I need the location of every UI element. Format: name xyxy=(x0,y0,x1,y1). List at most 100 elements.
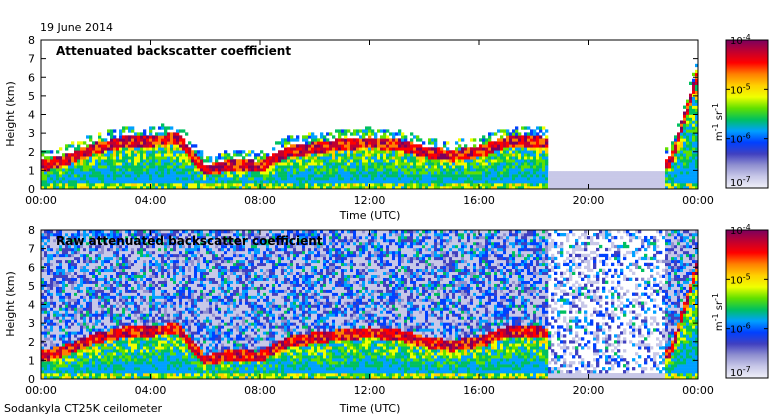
heatmap-cell xyxy=(140,186,144,190)
heatmap-cell xyxy=(299,168,303,172)
heatmap-cell xyxy=(134,334,138,338)
heatmap-cell xyxy=(44,298,48,302)
heatmap-cell xyxy=(446,174,450,178)
heatmap-cell xyxy=(179,168,183,172)
heatmap-cell xyxy=(374,162,378,166)
heatmap-cell xyxy=(203,186,207,190)
heatmap-cell xyxy=(350,174,354,178)
heatmap-cell xyxy=(53,328,57,332)
heatmap-cell xyxy=(662,183,666,187)
heatmap-cell xyxy=(116,286,120,290)
heatmap-cell xyxy=(185,156,189,160)
heatmap-cell xyxy=(125,235,129,240)
heatmap-cell xyxy=(107,292,111,296)
heatmap-cell xyxy=(74,355,78,359)
heatmap-cell xyxy=(239,174,243,178)
heatmap-cell xyxy=(74,171,78,175)
heatmap-cell xyxy=(68,298,72,302)
heatmap-cell xyxy=(134,310,138,314)
heatmap-cell xyxy=(464,171,468,175)
heatmap-cell xyxy=(56,247,60,252)
heatmap-cell xyxy=(59,171,63,175)
heatmap-cell xyxy=(182,165,186,169)
heatmap-cell xyxy=(455,156,459,160)
heatmap-cell xyxy=(101,334,105,338)
heatmap-cell xyxy=(356,165,360,169)
heatmap-cell xyxy=(125,298,129,302)
heatmap-cell xyxy=(167,132,171,136)
heatmap-cell xyxy=(236,162,240,166)
heatmap-cell xyxy=(515,141,519,145)
heatmap-cell xyxy=(692,156,696,160)
heatmap-cell xyxy=(251,165,255,169)
heatmap-cell xyxy=(383,165,387,169)
heatmap-cell xyxy=(65,295,69,299)
heatmap-cell xyxy=(56,367,60,371)
heatmap-cell xyxy=(419,147,423,151)
heatmap-cell xyxy=(224,162,228,166)
heatmap-cell xyxy=(146,135,150,139)
heatmap-cell xyxy=(41,238,45,243)
heatmap-cell xyxy=(521,177,525,181)
heatmap-cell xyxy=(362,171,366,175)
heatmap-cell xyxy=(77,186,81,190)
heatmap-cell xyxy=(518,177,522,181)
heatmap-cell xyxy=(584,174,588,178)
heatmap-cell xyxy=(206,156,210,160)
heatmap-cell xyxy=(368,174,372,178)
heatmap-cell xyxy=(503,129,507,133)
heatmap-cell xyxy=(104,138,108,142)
heatmap-cell xyxy=(293,165,297,169)
heatmap-cell xyxy=(92,277,96,281)
heatmap-cell xyxy=(359,159,363,163)
heatmap-cell xyxy=(689,144,693,148)
heatmap-cell xyxy=(116,162,120,166)
heatmap-cell xyxy=(392,144,396,148)
heatmap-cell xyxy=(422,159,426,163)
heatmap-cell xyxy=(53,289,57,293)
heatmap-cell xyxy=(392,141,396,145)
heatmap-cell xyxy=(386,174,390,178)
heatmap-cell xyxy=(422,174,426,178)
heatmap-cell xyxy=(77,295,81,299)
heatmap-cell xyxy=(359,153,363,157)
heatmap-cell xyxy=(83,334,87,338)
heatmap-cell xyxy=(110,171,114,175)
heatmap-cell xyxy=(236,168,240,172)
heatmap-cell xyxy=(569,183,573,187)
heatmap-cell xyxy=(497,159,501,163)
heatmap-cell xyxy=(377,162,381,166)
heatmap-cell xyxy=(125,331,129,335)
heatmap-cell xyxy=(695,111,699,115)
heatmap-cell xyxy=(77,244,81,249)
heatmap-cell xyxy=(353,156,357,160)
heatmap-cell xyxy=(497,165,501,169)
heatmap-cell xyxy=(173,186,177,190)
heatmap-cell xyxy=(56,286,60,290)
heatmap-cell xyxy=(317,177,321,181)
heatmap-cell xyxy=(626,174,630,178)
heatmap-cell xyxy=(110,274,114,278)
heatmap-cell xyxy=(128,298,132,302)
heatmap-cell xyxy=(116,265,120,270)
heatmap-cell xyxy=(470,180,474,184)
heatmap-cell xyxy=(65,186,69,190)
heatmap-cell xyxy=(419,144,423,148)
heatmap-cell xyxy=(65,235,69,240)
heatmap-cell xyxy=(611,183,615,187)
heatmap-cell xyxy=(92,247,96,252)
heatmap-cell xyxy=(101,358,105,362)
heatmap-cell xyxy=(89,265,93,270)
heatmap-cell xyxy=(149,144,153,148)
heatmap-cell xyxy=(413,177,417,181)
heatmap-cell xyxy=(416,183,420,187)
heatmap-cell xyxy=(479,174,483,178)
heatmap-cell xyxy=(395,165,399,169)
heatmap-cell xyxy=(41,283,45,287)
heatmap-cell xyxy=(239,153,243,157)
heatmap-cell xyxy=(674,144,678,148)
heatmap-cell xyxy=(71,343,75,347)
heatmap-cell xyxy=(248,165,252,169)
heatmap-cell xyxy=(62,367,66,371)
heatmap-cell xyxy=(515,129,519,133)
